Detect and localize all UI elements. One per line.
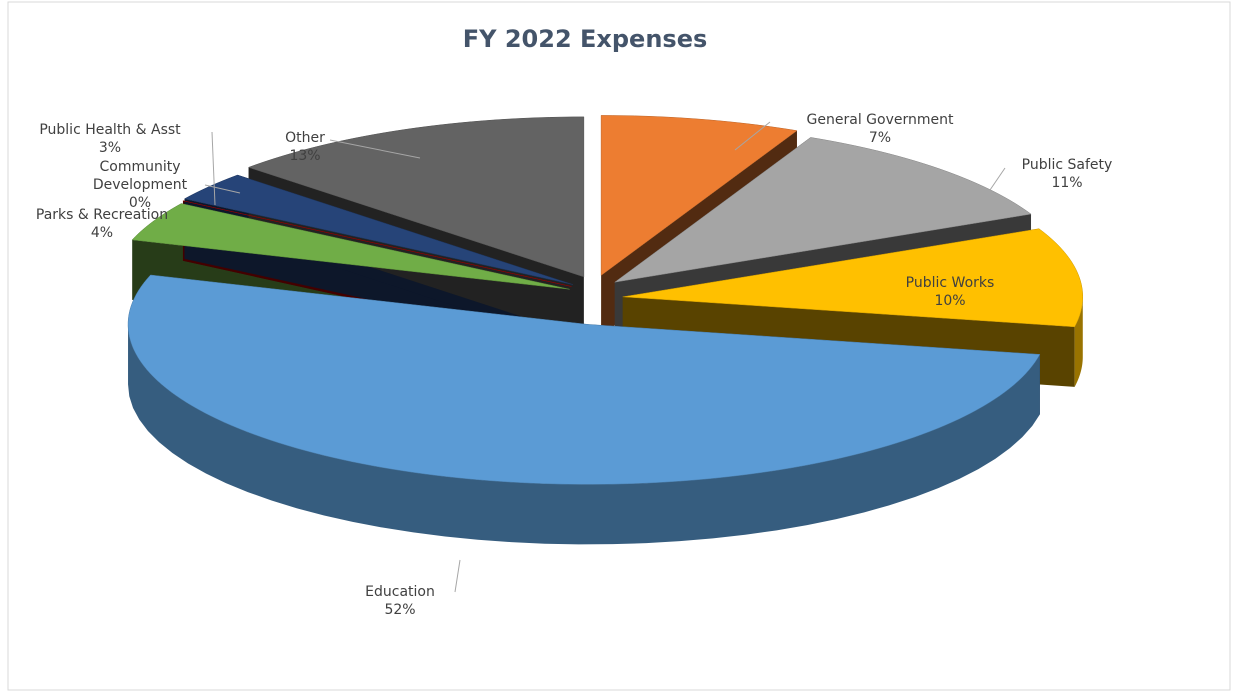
slice-side xyxy=(128,324,1040,545)
chart-title: FY 2022 Expenses xyxy=(463,25,708,53)
pie-slice xyxy=(182,200,572,287)
data-label-name: Other xyxy=(285,130,325,146)
pie-slice xyxy=(247,116,585,278)
data-label-value: 13% xyxy=(289,148,320,164)
data-label-value: 4% xyxy=(91,225,113,241)
pie-slice xyxy=(600,115,798,276)
data-label-name: Public Safety xyxy=(1022,157,1113,173)
data-label-name-part: Development xyxy=(93,177,188,193)
pie-slice xyxy=(131,203,570,290)
slice-side xyxy=(1074,296,1083,387)
data-label-name: Public Works xyxy=(906,275,995,291)
data-label-value: 0% xyxy=(129,195,151,211)
data-label-value: 11% xyxy=(1051,175,1082,191)
leader-line xyxy=(204,184,241,194)
data-label-name: Community Development xyxy=(93,159,188,193)
data-label-name: General Government xyxy=(807,112,954,128)
data-label-value: 52% xyxy=(384,602,415,618)
data-label-name: Education xyxy=(365,584,435,600)
leader-line xyxy=(454,559,461,593)
pie-slice xyxy=(614,137,1032,283)
leader-line xyxy=(734,121,771,151)
data-label-value: 7% xyxy=(869,130,891,146)
data-label-name: Parks & Recreation xyxy=(36,207,168,223)
leader-line xyxy=(329,139,421,159)
pie-slice xyxy=(622,228,1084,328)
slice-tops xyxy=(127,115,1084,485)
data-label-value: 10% xyxy=(934,293,965,309)
data-label-name-part: Community xyxy=(99,159,180,175)
data-label-name: Public Health & Asst xyxy=(39,122,181,138)
data-label-value: 3% xyxy=(99,140,121,156)
leader-line xyxy=(211,131,216,206)
leader-line xyxy=(989,167,1006,191)
pie-slice xyxy=(127,274,1041,485)
